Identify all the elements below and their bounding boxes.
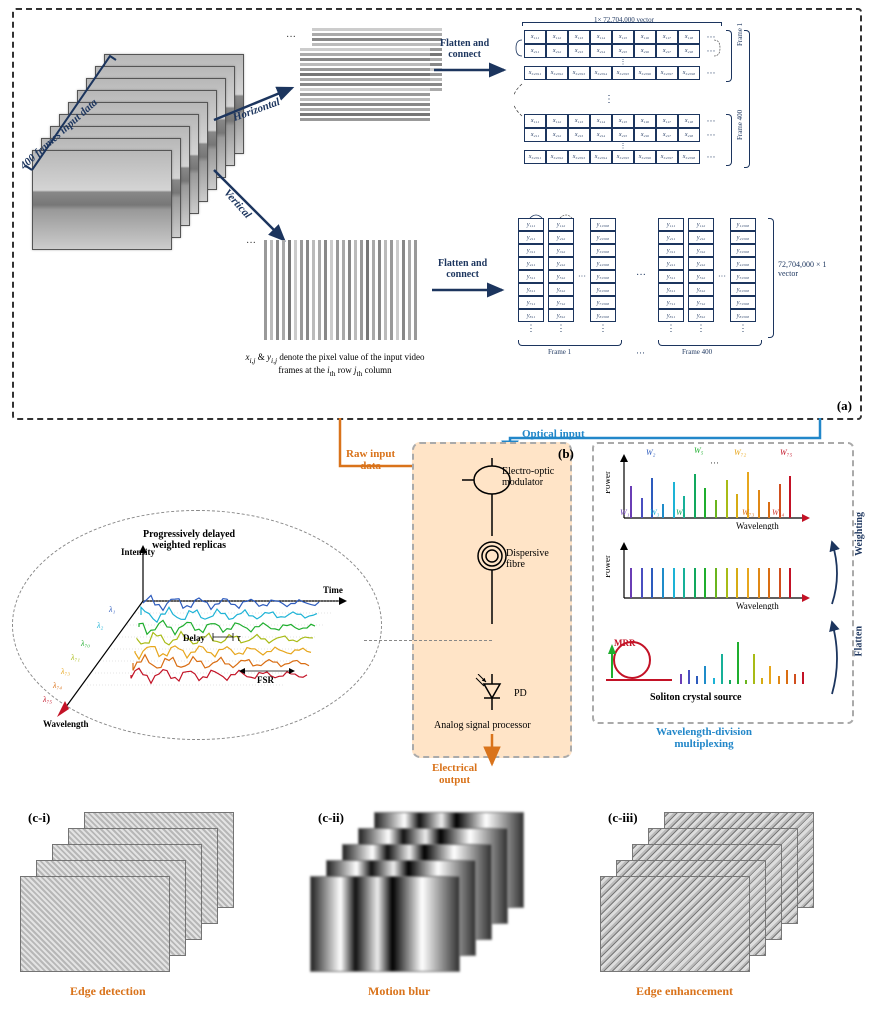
ellipsis-vvec2: ··· bbox=[636, 348, 645, 358]
big-brace-h bbox=[744, 30, 750, 168]
svg-text:Power: Power bbox=[606, 555, 612, 578]
flatten-label: Flatten bbox=[854, 626, 865, 657]
svg-text:Wavelength: Wavelength bbox=[43, 719, 89, 729]
vector-v-label: 72,704,000 × 1 vector bbox=[778, 260, 827, 278]
wdm-box: Power Wavelength W₁ W₂ W₃ W₄ W₅ W₇₂ W₇₃ … bbox=[592, 442, 854, 724]
ellipsis-vvec: ··· bbox=[636, 270, 646, 281]
flatten-label-v: Flatten and connect bbox=[438, 258, 487, 280]
snake-h1 bbox=[514, 28, 734, 88]
w74: W₇₄ bbox=[772, 508, 784, 517]
svg-text:Intensity: Intensity bbox=[121, 547, 156, 557]
dashed-connect-h bbox=[514, 80, 734, 120]
eom-label: Electro-optic modulator bbox=[502, 466, 554, 488]
replica-3d: Intensity Time Wavelength Delay τ FSR bbox=[43, 541, 363, 731]
soliton-comb-lines bbox=[680, 634, 810, 684]
output-edge-enhancement bbox=[600, 812, 846, 992]
pd-label: PD bbox=[514, 688, 527, 699]
c3-tag: (c-iii) bbox=[608, 810, 638, 826]
frame1-label-v: Frame 1 bbox=[548, 348, 571, 356]
flatten-label-h: Flatten and connect bbox=[440, 38, 489, 60]
w72: W₇₂ bbox=[734, 448, 746, 457]
w73: W₇₃ bbox=[742, 508, 754, 517]
mrr-label: MRR bbox=[614, 638, 636, 648]
w75: W₇₅ bbox=[780, 448, 792, 457]
c1-label: Edge detection bbox=[70, 984, 146, 999]
c1-tag: (c-i) bbox=[28, 810, 50, 826]
snake-v1 bbox=[516, 214, 626, 344]
lambda75: λ₇₅ bbox=[43, 695, 52, 704]
w4: W₄ bbox=[676, 508, 685, 517]
lambda70: λ₇₀ bbox=[81, 639, 90, 648]
c3-label: Edge enhancement bbox=[636, 984, 733, 999]
frame1-label-h: Frame 1 bbox=[736, 23, 744, 46]
horizontal-slices-2 bbox=[300, 48, 430, 140]
optical-input-label: Optical input bbox=[522, 428, 585, 440]
wdm-label: Wavelength-division multiplexing bbox=[656, 726, 752, 750]
source-label: Soliton crystal source bbox=[650, 692, 741, 703]
lambda73: λ₇₃ bbox=[61, 667, 70, 676]
frame1-brace-v bbox=[518, 340, 622, 346]
processor-label: Analog signal processor bbox=[434, 720, 531, 731]
weighting-label: Weighting bbox=[854, 512, 865, 556]
lambda1: λ₁ bbox=[109, 605, 115, 614]
output-motion-blur bbox=[310, 812, 556, 992]
c2-tag: (c-ii) bbox=[318, 810, 344, 826]
frame400-brace-h bbox=[726, 114, 732, 166]
w3: W₃ bbox=[650, 508, 659, 517]
h-vector-frame400: x₁,₁x₁,₂x₁,₃x₁,₄x₁,₅x₁,₆x₁,₇x₁,₈··· x₂,₁… bbox=[524, 114, 722, 164]
ellipsis-vslice: ··· bbox=[246, 238, 256, 249]
frame400-label-v: Frame 400 bbox=[682, 348, 712, 356]
c2-label: Motion blur bbox=[368, 984, 430, 999]
lambda71: λ₇₁ bbox=[71, 653, 80, 662]
output-arrow bbox=[482, 734, 502, 774]
svg-text:Delay: Delay bbox=[183, 633, 205, 643]
lambda74: λ₇₄ bbox=[53, 681, 62, 690]
panel-b-tag: (b) bbox=[558, 446, 574, 462]
lambda2: λ₂ bbox=[97, 621, 103, 630]
w5: W₅ bbox=[694, 446, 703, 455]
flat-comb-lines bbox=[630, 552, 800, 598]
svg-text:Time: Time bbox=[323, 585, 343, 595]
svg-text:Wavelength: Wavelength bbox=[736, 601, 779, 610]
panel-b: Electro-optic modulator Dispersive fibre… bbox=[412, 442, 572, 758]
frame400-brace-v bbox=[658, 340, 762, 346]
v-vector-frame400: y₁,₁y₂,₁y₃,₁y₄,₁y₅,₁y₆,₁y₇,₁y₈,₁⋮ y₁,₂y₂… bbox=[658, 218, 756, 335]
svg-text:τ: τ bbox=[237, 633, 241, 644]
frame400-label-h: Frame 400 bbox=[736, 110, 744, 140]
panel-a: 400 frames input data Horizontal Vertica… bbox=[12, 8, 862, 420]
ellipsis-hslice: ··· bbox=[286, 32, 296, 43]
vector-h-bracket bbox=[522, 22, 722, 26]
svg-text:Wavelength: Wavelength bbox=[736, 521, 779, 530]
replica-link bbox=[364, 640, 492, 641]
pixel-note: xi,j & yi,j denote the pixel value of th… bbox=[190, 352, 480, 378]
output-edge-detection bbox=[20, 812, 266, 992]
w1: W₁ bbox=[620, 508, 629, 517]
electrical-output-label: Electrical output bbox=[432, 762, 477, 786]
wdm-side-arrows bbox=[818, 454, 848, 704]
big-brace-v bbox=[768, 218, 774, 338]
replica-oval: Progressively delayed weighted replicas … bbox=[12, 510, 382, 740]
raw-input-label: Raw input data bbox=[346, 448, 395, 472]
pd-icon bbox=[474, 674, 514, 714]
fibre-label: Dispersive fibre bbox=[506, 548, 549, 570]
svg-text:FSR: FSR bbox=[257, 675, 275, 685]
vertical-slices bbox=[264, 240, 424, 340]
svg-text:Power: Power bbox=[606, 471, 612, 494]
w2: W₂ bbox=[646, 448, 655, 457]
panel-a-tag: (a) bbox=[837, 398, 852, 414]
